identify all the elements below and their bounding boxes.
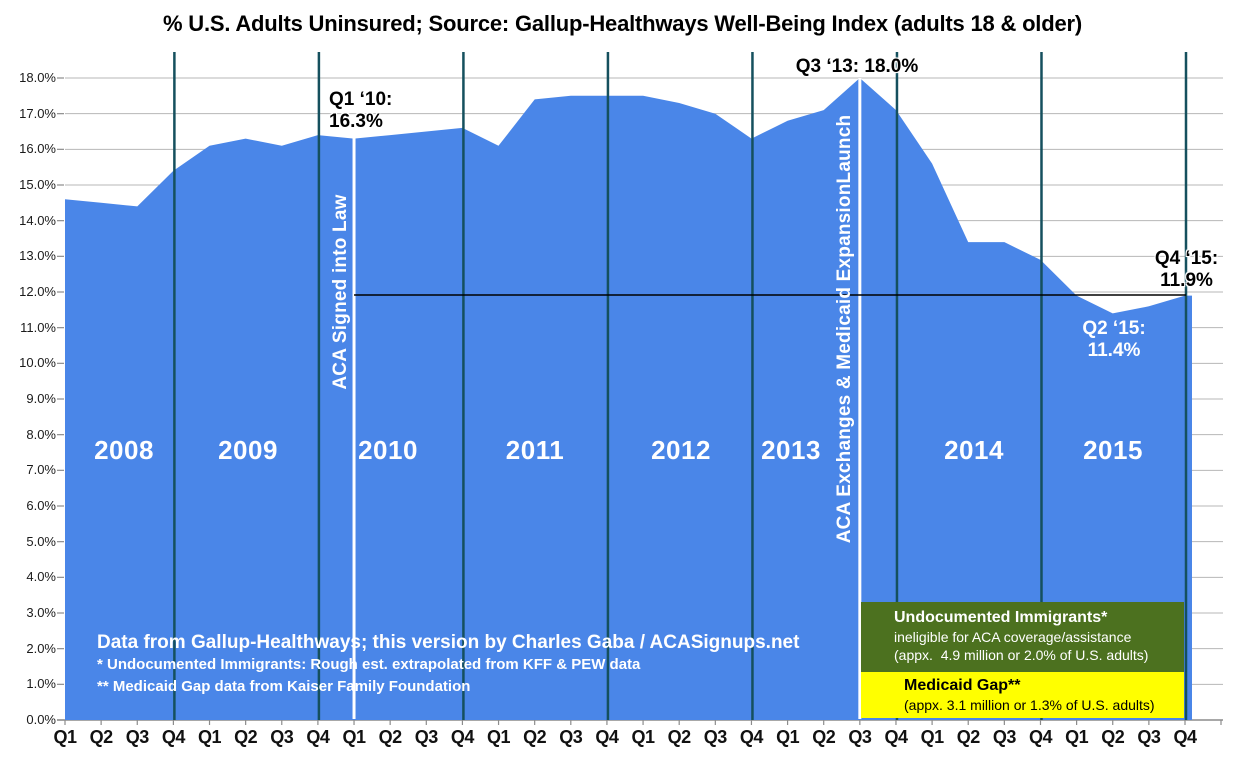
- y-axis-tick-label: 17.0%: [19, 105, 56, 121]
- y-axis-tick-label: 15.0%: [19, 177, 56, 192]
- x-axis-quarter-label: Q1: [487, 727, 511, 747]
- y-axis-tick-label: 8.0%: [26, 426, 56, 442]
- undocumented-immigrants-box: Undocumented Immigrants* ineligible for …: [861, 602, 1184, 672]
- undocumented-box-title: Undocumented Immigrants*: [894, 609, 1108, 626]
- medicaid-gap-box: Medicaid Gap** (appx. 3.1 million or 1.3…: [861, 672, 1184, 718]
- x-axis-quarter-label: Q4: [884, 727, 908, 747]
- y-axis-tick-label: 12.0%: [19, 284, 56, 299]
- undocumented-immigrants-footnote: * Undocumented Immigrants: Rough est. ex…: [97, 656, 641, 673]
- x-axis-quarter-label: Q3: [125, 727, 150, 747]
- x-axis-quarter-label: Q4: [1173, 727, 1197, 747]
- y-axis-tick-label: 0.0%: [26, 712, 56, 727]
- y-axis-tick-label: 18.0%: [19, 70, 56, 85]
- y-axis-tick-label: 3.0%: [26, 605, 56, 620]
- year-label-2015: 2015: [1083, 435, 1143, 465]
- annotation-q3-13: Q3 ‘13: 18.0%: [757, 56, 957, 78]
- annotation-q2-15: Q2 ‘15: 11.4%: [1034, 318, 1194, 362]
- year-label-2011: 2011: [505, 435, 565, 465]
- x-axis-quarter-label: Q3: [848, 727, 872, 747]
- x-axis-quarter-label: Q2: [1101, 727, 1125, 747]
- aca-signed-into-law-label: ACA Signed into Law: [330, 194, 351, 390]
- y-axis-tick-label: 1.0%: [26, 676, 56, 692]
- x-axis-quarter-label: Q3: [992, 727, 1017, 747]
- x-axis-quarter-label: Q2: [812, 727, 836, 747]
- x-axis-quarter-label: Q1: [920, 727, 945, 747]
- undocumented-box-line2: (appx. 4.9 million or 2.0% of U.S. adult…: [894, 647, 1149, 663]
- x-axis-quarter-label: Q2: [956, 727, 981, 747]
- x-axis-quarter-label: Q4: [739, 727, 764, 747]
- x-axis-quarter-label: Q2: [89, 727, 114, 747]
- year-label-2009: 2009: [218, 435, 278, 465]
- x-axis-quarter-label: Q1: [198, 727, 222, 747]
- x-axis-quarter-label: Q1: [776, 727, 800, 747]
- annotation-line: Q4 ‘15:: [1154, 248, 1219, 269]
- x-axis-quarter-label: Q3: [1137, 727, 1161, 747]
- annotation-line: 11.9%: [1160, 270, 1213, 291]
- y-axis-tick-label: 4.0%: [26, 569, 56, 585]
- annotation-line: Q3 ‘13: 18.0%: [795, 56, 919, 77]
- aca-exchanges-medicaid-expansion-label: ACA Exchanges & Medicaid ExpansionLaunch: [834, 114, 855, 544]
- medicaid-box-line1: (appx. 3.1 million or 1.3% of U.S. adult…: [904, 697, 1155, 713]
- x-axis-quarter-label: Q1: [342, 727, 367, 747]
- x-axis-quarter-label: Q2: [234, 727, 258, 747]
- medicaid-gap-footnote: ** Medicaid Gap data from Kaiser Family …: [97, 678, 471, 695]
- undocumented-box-line1: ineligible for ACA coverage/assistance: [894, 629, 1132, 645]
- year-label-2013: 2013: [761, 435, 821, 465]
- x-axis-quarter-label: Q3: [559, 727, 583, 747]
- x-axis-quarter-label: Q2: [378, 727, 403, 747]
- annotation-q1-10: Q1 ‘10: 16.3%: [329, 89, 459, 133]
- x-axis-quarter-label: Q1: [53, 727, 77, 747]
- y-axis-tick-label: 7.0%: [26, 462, 56, 478]
- y-axis-tick-label: 13.0%: [19, 248, 56, 264]
- x-axis-quarter-label: Q1: [631, 727, 656, 747]
- y-axis-tick-label: 10.0%: [19, 355, 56, 371]
- year-label-2012: 2012: [651, 435, 711, 465]
- year-label-2014: 2014: [944, 435, 1004, 465]
- y-axis-tick-label: 5.0%: [26, 533, 56, 549]
- x-axis-quarter-label: Q1: [1065, 727, 1089, 747]
- x-axis-quarter-label: Q3: [270, 727, 294, 747]
- x-axis-quarter-label: Q4: [306, 727, 330, 747]
- x-axis-quarter-label: Q4: [1028, 727, 1053, 747]
- annotation-line: Q2 ‘15:: [1082, 318, 1146, 339]
- y-axis-tick-label: 11.0%: [20, 319, 56, 335]
- annotation-line: Q1 ‘10:: [329, 89, 393, 110]
- y-axis-tick-label: 6.0%: [26, 498, 56, 513]
- annotation-q4-15: Q4 ‘15: 11.9%: [1128, 248, 1245, 292]
- y-axis-tick-label: 2.0%: [26, 640, 56, 656]
- annotation-line: 11.4%: [1087, 340, 1141, 361]
- x-axis-quarter-label: Q2: [523, 727, 547, 747]
- x-axis-quarter-label: Q4: [450, 727, 475, 747]
- x-axis-quarter-label: Q2: [667, 727, 692, 747]
- data-credit-text: Data from Gallup-Healthways; this versio…: [97, 632, 800, 653]
- x-axis-quarter-label: Q4: [595, 727, 619, 747]
- chart-title: % U.S. Adults Uninsured; Source: Gallup-…: [163, 11, 1082, 36]
- year-label-2010: 2010: [358, 435, 418, 465]
- x-axis-quarter-label: Q4: [161, 727, 186, 747]
- x-axis-quarter-label: Q3: [703, 727, 728, 747]
- y-axis-tick-label: 9.0%: [26, 391, 56, 406]
- y-axis-tick-label: 16.0%: [19, 141, 56, 157]
- y-axis-tick-label: 14.0%: [19, 212, 56, 228]
- year-label-2008: 2008: [94, 435, 154, 465]
- uninsured-area-series: [65, 78, 1192, 720]
- annotation-line: 16.3%: [329, 111, 383, 132]
- medicaid-box-title: Medicaid Gap**: [904, 677, 1021, 694]
- x-axis-quarter-label: Q3: [414, 727, 439, 747]
